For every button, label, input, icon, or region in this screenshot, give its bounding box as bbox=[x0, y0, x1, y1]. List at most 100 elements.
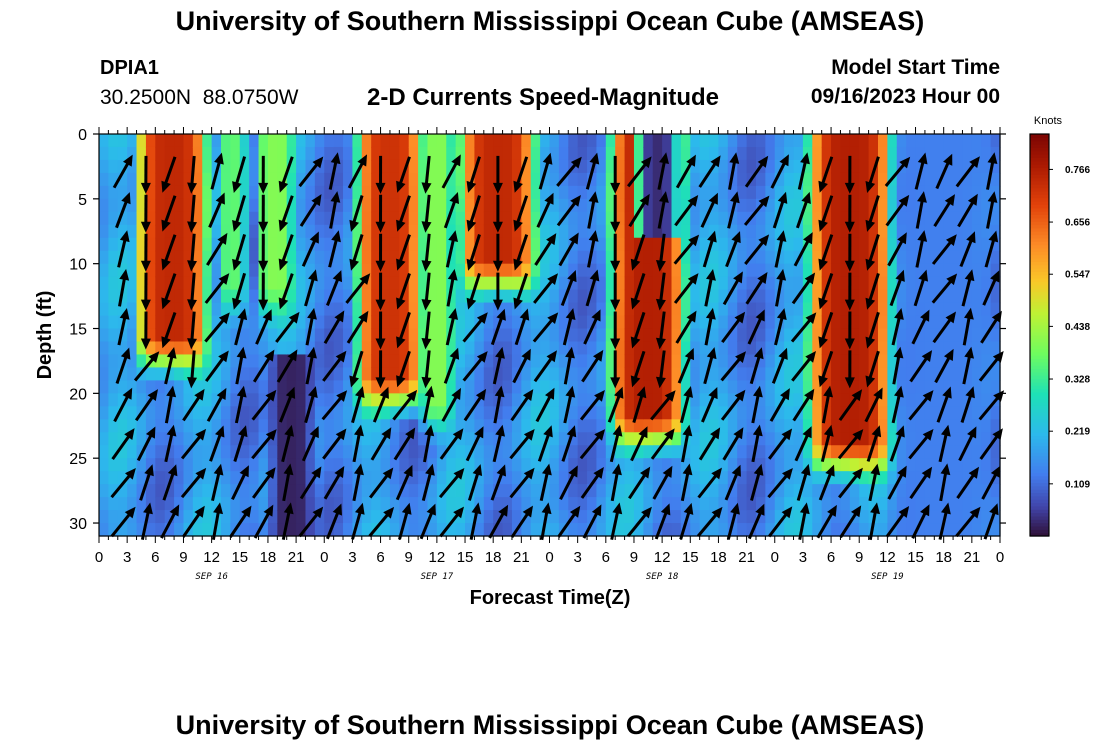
heat-cell bbox=[99, 225, 109, 239]
heat-cell bbox=[803, 303, 813, 317]
x-tick-label: 3 bbox=[348, 549, 356, 566]
heat-cell bbox=[991, 341, 1001, 355]
heat-cell bbox=[718, 523, 728, 537]
heat-cell bbox=[183, 393, 193, 407]
heat-cell bbox=[690, 225, 700, 239]
heat-cell bbox=[812, 160, 822, 174]
heat-cell bbox=[127, 134, 137, 148]
heat-cell bbox=[268, 199, 278, 213]
heat-cell bbox=[747, 264, 757, 278]
x-tick-label: 0 bbox=[545, 549, 553, 566]
x-tick-label: 3 bbox=[799, 549, 807, 566]
heat-cell bbox=[287, 212, 297, 226]
heat-cell bbox=[756, 134, 766, 148]
heat-cell bbox=[578, 134, 588, 148]
heat-cell bbox=[202, 160, 212, 174]
heat-cell bbox=[775, 380, 785, 394]
heat-cell bbox=[174, 523, 184, 537]
heat-cell bbox=[183, 147, 193, 161]
x-tick-label: 6 bbox=[602, 549, 610, 566]
heat-cell bbox=[953, 432, 963, 446]
heat-cell bbox=[756, 523, 766, 537]
heat-cell bbox=[765, 251, 775, 265]
heat-cell bbox=[568, 290, 578, 304]
heat-cell bbox=[343, 186, 353, 200]
heat-cell bbox=[718, 341, 728, 355]
heat-cell bbox=[991, 484, 1001, 498]
heat-cell bbox=[718, 316, 728, 330]
heat-cell bbox=[521, 458, 531, 472]
colorbar-tick-label: 0.328 bbox=[1065, 375, 1090, 386]
heat-cell bbox=[916, 341, 926, 355]
heat-cell bbox=[531, 510, 541, 524]
heat-cell bbox=[756, 406, 766, 420]
heat-cell bbox=[934, 199, 944, 213]
heat-cell bbox=[221, 303, 231, 317]
heat-cell bbox=[503, 341, 513, 355]
heat-cell bbox=[315, 484, 325, 498]
heat-cell bbox=[587, 458, 597, 472]
heat-cell bbox=[747, 160, 757, 174]
heat-cell bbox=[709, 458, 719, 472]
heat-cell bbox=[672, 406, 682, 420]
heat-cell bbox=[831, 212, 841, 226]
heat-cell bbox=[953, 458, 963, 472]
heat-cell bbox=[296, 406, 306, 420]
heat-cell bbox=[484, 419, 494, 433]
heat-cell bbox=[662, 134, 672, 148]
heat-cell bbox=[343, 134, 353, 148]
heat-cell bbox=[240, 134, 250, 148]
heat-cell bbox=[690, 251, 700, 265]
heat-cell bbox=[784, 251, 794, 265]
heat-cell bbox=[578, 238, 588, 252]
heat-cell bbox=[709, 134, 719, 148]
heat-cell bbox=[906, 432, 916, 446]
heat-cell bbox=[484, 160, 494, 174]
heat-cell bbox=[259, 134, 269, 148]
heat-cell bbox=[324, 134, 334, 148]
heat-cell bbox=[503, 134, 513, 148]
heat-cell bbox=[108, 510, 118, 524]
heat-cell bbox=[709, 212, 719, 226]
heat-cell bbox=[709, 484, 719, 498]
heat-cell bbox=[362, 419, 372, 433]
heat-cell bbox=[737, 406, 747, 420]
colorbar-tick-label: 0.219 bbox=[1065, 427, 1090, 438]
heat-cell bbox=[672, 264, 682, 278]
heat-cell bbox=[587, 380, 597, 394]
heat-cell bbox=[474, 303, 484, 317]
heat-cell bbox=[653, 393, 663, 407]
heat-cell bbox=[925, 406, 935, 420]
heat-cell bbox=[812, 510, 822, 524]
heat-cell bbox=[972, 212, 982, 226]
heat-cell bbox=[596, 186, 606, 200]
heat-cell bbox=[437, 354, 447, 368]
heat-cell bbox=[108, 303, 118, 317]
heat-cell bbox=[343, 199, 353, 213]
heat-cell bbox=[596, 523, 606, 537]
heat-cell bbox=[334, 329, 344, 343]
heat-cell bbox=[484, 290, 494, 304]
heat-cell bbox=[324, 225, 334, 239]
heat-cell bbox=[737, 160, 747, 174]
heat-cell bbox=[897, 329, 907, 343]
heat-cell bbox=[756, 225, 766, 239]
heat-cell bbox=[324, 380, 334, 394]
heat-cell bbox=[672, 341, 682, 355]
heat-cell bbox=[878, 134, 888, 148]
heat-cell bbox=[127, 264, 137, 278]
heat-cell bbox=[484, 173, 494, 187]
heat-cell bbox=[709, 290, 719, 304]
heat-cell bbox=[925, 484, 935, 498]
y-tick-label: 10 bbox=[69, 257, 87, 274]
heat-cell bbox=[625, 160, 635, 174]
heat-cell bbox=[174, 199, 184, 213]
heat-cell bbox=[108, 251, 118, 265]
heat-cell bbox=[625, 406, 635, 420]
heat-cell bbox=[202, 484, 212, 498]
heat-cell bbox=[812, 419, 822, 433]
heat-cell bbox=[99, 290, 109, 304]
heat-cell bbox=[512, 510, 522, 524]
heat-cell bbox=[315, 290, 325, 304]
heat-cell bbox=[756, 290, 766, 304]
